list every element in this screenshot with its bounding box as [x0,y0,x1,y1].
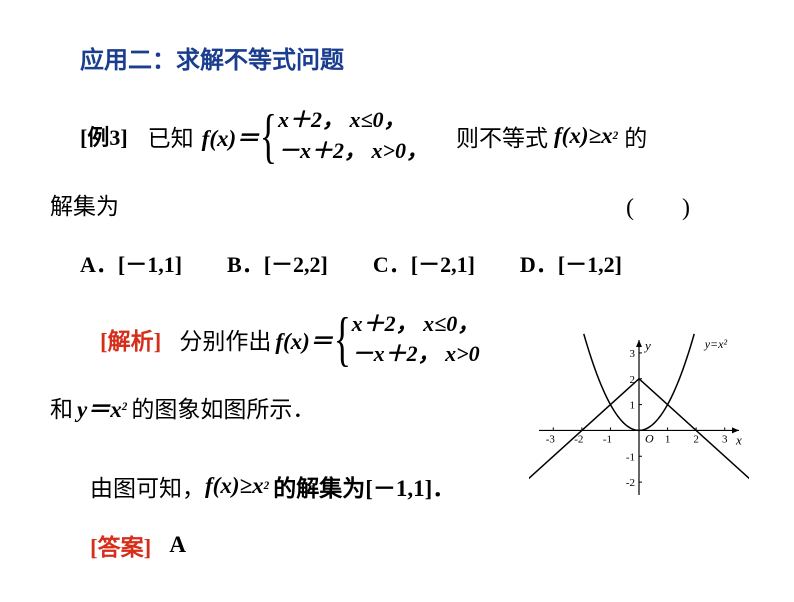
sol-pw1-expr: x＋2， [352,311,418,336]
known-text: 已知 [148,119,194,153]
svg-text:-1: -1 [603,433,612,445]
svg-text:-3: -3 [546,433,556,445]
graph-text: 的图象如图所示． [131,390,315,424]
svg-text:3: 3 [630,348,636,360]
sol-pw2-expr: －x＋2， [352,341,440,366]
concl-post: 的解集为[－1,1]． [273,469,455,503]
pw2-expr: －x＋2， [278,138,366,163]
yx2-sup: 2 [122,401,128,413]
svg-text:y: y [643,338,651,353]
svg-text:-1: -1 [626,451,635,463]
concl-sup: 2 [264,480,270,492]
svg-text:-2: -2 [626,477,635,489]
option-b: B．[－2,2] [227,247,328,279]
sol-brace: { [334,309,351,369]
solution-label: [解析] [100,322,161,356]
concl-pre: 由图可知， [90,469,205,503]
paren: ( ) [626,187,690,222]
solset: 解集为 [50,187,119,221]
and-text: 和 [50,390,73,424]
option-d: D．[－1,2] [520,247,622,279]
svg-text:y=x²: y=x² [704,337,728,351]
answer-label: [答案] [90,528,151,562]
svg-text:x: x [735,432,742,447]
section-title: 应用二：求解不等式问题 [80,40,764,75]
svg-text:3: 3 [722,433,728,445]
then-text: 则不等式 [456,119,548,153]
sol-func-pre: f(x)＝ [275,322,332,356]
pw1-expr: x＋2， [278,107,344,132]
sol-pw2-cond: x>0 [445,341,480,366]
sol-text1: 分别作出 [179,322,271,356]
graph: -3-2-1123123-1-2Oxyy=x² [529,330,749,510]
de: 的 [624,119,647,153]
option-c: C．[－2,1] [373,247,475,279]
svg-text:O: O [645,431,654,445]
brace-left: { [260,106,277,166]
svg-text:1: 1 [630,400,636,412]
graph-svg: -3-2-1123123-1-2Oxyy=x² [529,330,749,510]
ineq-sup: 2 [613,130,619,142]
concl-ineq: f(x)≥x [205,473,264,499]
sol-pw1-cond: x≤0， [423,311,479,336]
svg-text:2: 2 [693,433,699,445]
answer-value: A [169,532,186,558]
ineq: f(x)≥x [554,123,613,149]
svg-text:1: 1 [665,433,671,445]
example-label: [例3] [80,120,128,152]
func-pre: f(x)＝ [202,119,259,153]
pw1-cond: x≤0， [349,107,405,132]
yx2: y＝x [77,390,122,424]
option-a: A．[－1,1] [80,247,182,279]
pw2-cond: x>0， [371,138,428,163]
